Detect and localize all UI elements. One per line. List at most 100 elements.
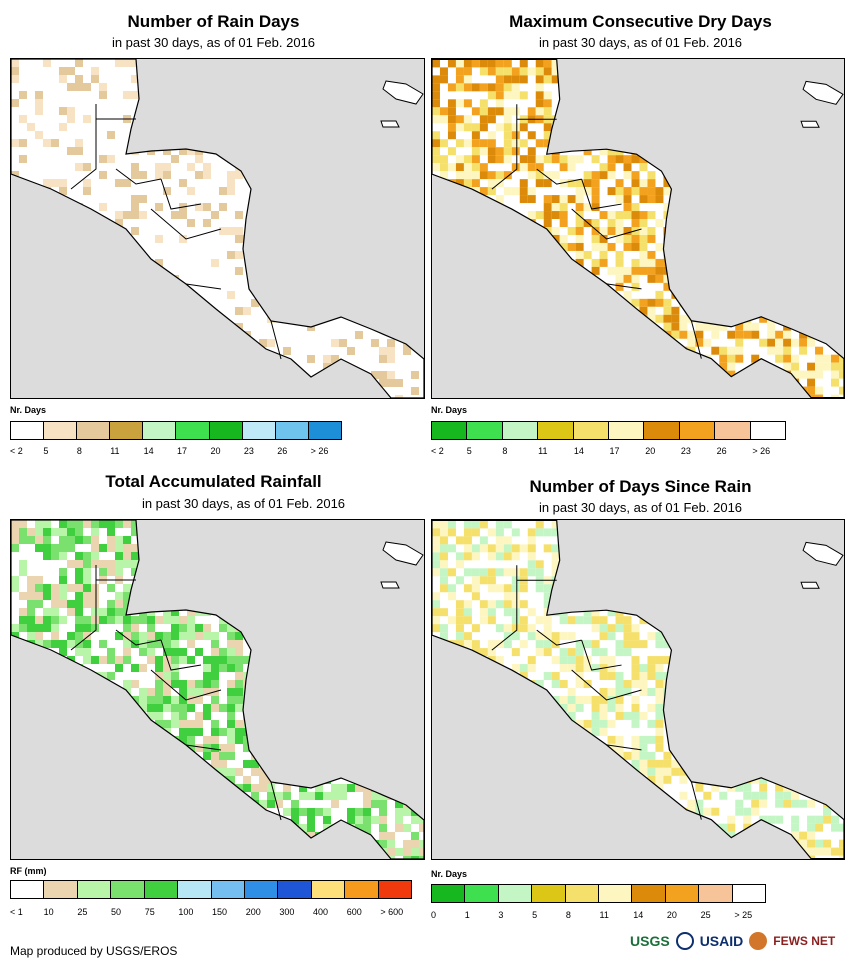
grid-cell	[799, 155, 808, 164]
grid-cell	[591, 219, 600, 228]
grid-cell	[615, 624, 624, 633]
grid-cell	[347, 688, 355, 696]
grid-cell	[623, 767, 632, 776]
grid-cell	[479, 298, 488, 307]
grid-cell	[59, 107, 67, 115]
grid-cell	[403, 736, 411, 744]
grid-cell	[695, 640, 704, 649]
grid-cell	[639, 386, 648, 395]
grid-cell	[115, 800, 123, 808]
grid-cell	[307, 624, 315, 632]
grid-cell	[687, 274, 696, 283]
grid-cell	[471, 155, 480, 164]
grid-cell	[403, 139, 411, 147]
grid-cell	[67, 736, 75, 744]
grid-cell	[479, 608, 488, 617]
grid-cell	[823, 648, 832, 657]
grid-cell	[43, 688, 51, 696]
grid-cell	[463, 354, 472, 363]
grid-cell	[439, 107, 448, 116]
grid-cell	[575, 695, 584, 704]
grid-cell	[615, 520, 624, 529]
grid-cell	[379, 379, 387, 387]
grid-cell	[432, 258, 440, 267]
grid-cell	[339, 243, 347, 251]
grid-cell	[331, 784, 339, 792]
grid-cell	[487, 322, 496, 331]
grid-cell	[535, 258, 544, 267]
grid-cell	[251, 347, 259, 355]
grid-cell	[355, 576, 363, 584]
grid-cell	[527, 807, 536, 816]
grid-cell	[815, 195, 824, 204]
grid-cell	[767, 330, 776, 339]
grid-cell	[831, 107, 840, 116]
grid-cell	[371, 275, 379, 283]
grid-cell	[535, 59, 544, 68]
grid-cell	[251, 640, 259, 648]
grid-cell	[647, 234, 656, 243]
grid-cell	[503, 91, 512, 100]
grid-cell	[631, 242, 640, 251]
grid-cell	[791, 386, 800, 395]
grid-cell	[379, 624, 387, 632]
grid-cell	[211, 840, 219, 848]
grid-cell	[583, 695, 592, 704]
grid-cell	[83, 331, 91, 339]
grid-cell	[67, 560, 75, 568]
grid-cell	[51, 219, 59, 227]
grid-cell	[479, 616, 488, 625]
legend-swatch	[209, 422, 243, 439]
grid-cell	[187, 704, 195, 712]
grid-cell	[703, 394, 712, 398]
grid-cell	[323, 568, 331, 576]
grid-cell	[347, 728, 355, 736]
grid-cell	[75, 688, 83, 696]
grid-cell	[815, 163, 824, 172]
grid-cell	[203, 632, 211, 640]
grid-cell	[115, 219, 123, 227]
grid-cell	[371, 768, 379, 776]
grid-cell	[575, 155, 584, 164]
grid-cell	[227, 520, 235, 528]
grid-cell	[411, 147, 419, 155]
legend-swatch	[750, 422, 786, 439]
grid-cell	[639, 123, 648, 132]
grid-cell	[355, 840, 363, 848]
grid-cell	[455, 378, 464, 387]
grid-cell	[607, 266, 616, 275]
grid-cell	[791, 195, 800, 204]
grid-cell	[339, 712, 347, 720]
legend-label: Nr. Days	[431, 405, 468, 415]
grid-cell	[11, 832, 19, 840]
legend-tick: 26	[716, 446, 727, 456]
grid-cell	[839, 386, 844, 395]
grid-cell	[67, 720, 75, 728]
grid-cell	[551, 131, 560, 140]
grid-cell	[711, 394, 720, 398]
grid-cell	[363, 576, 371, 584]
grid-cell	[535, 362, 544, 371]
country-border	[185, 744, 222, 751]
grid-cell	[799, 751, 808, 760]
grid-cell	[43, 544, 51, 552]
grid-cell	[783, 67, 792, 76]
grid-cell	[695, 394, 704, 398]
grid-cell	[432, 568, 440, 577]
grid-cell	[487, 282, 496, 291]
grid-cell	[19, 520, 27, 528]
grid-cell	[219, 544, 227, 552]
grid-cell	[551, 568, 560, 577]
grid-cell	[503, 266, 512, 275]
grid-cell	[371, 307, 379, 315]
grid-cell	[487, 759, 496, 768]
grid-cell	[11, 275, 19, 283]
grid-cell	[147, 824, 155, 832]
grid-cell	[823, 107, 832, 116]
grid-cell	[235, 584, 243, 592]
grid-cell	[767, 576, 776, 585]
grid-cell	[551, 632, 560, 641]
grid-cell	[839, 131, 844, 140]
grid-cell	[83, 680, 91, 688]
grid-cell	[567, 107, 576, 116]
